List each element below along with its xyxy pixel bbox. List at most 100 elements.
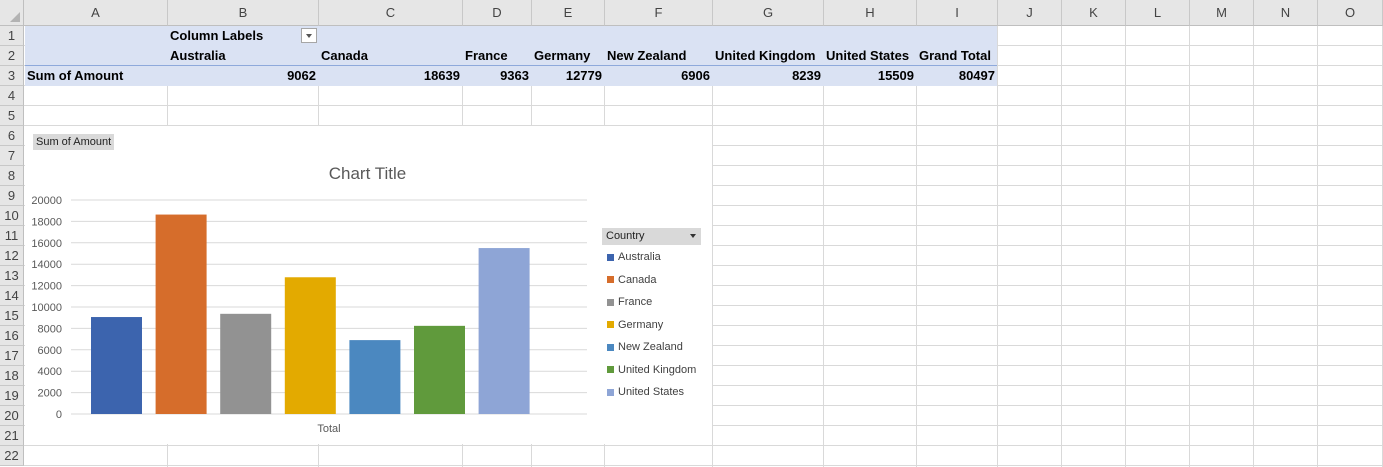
- pivot-value-united-kingdom[interactable]: 8239: [792, 68, 821, 83]
- y-tick-label: 10000: [31, 302, 62, 314]
- pivot-header-canada: Canada: [321, 48, 368, 63]
- pivot-value-new-zealand[interactable]: 6906: [681, 68, 710, 83]
- row-header-11[interactable]: 11: [0, 226, 24, 246]
- column-header-d[interactable]: D: [463, 0, 532, 26]
- row-header-8[interactable]: 8: [0, 166, 24, 186]
- pivot-value-australia[interactable]: 9062: [287, 68, 316, 83]
- pivot-value-united-states[interactable]: 15509: [877, 68, 914, 83]
- column-header-n[interactable]: N: [1254, 0, 1318, 26]
- column-header-e[interactable]: E: [532, 0, 605, 26]
- bar-new-zealand[interactable]: [349, 340, 401, 414]
- plot-area[interactable]: 0 2000 4000 6000 8000 10000 12000 14000 16000 180…: [25, 126, 600, 444]
- legend-swatch: [607, 321, 614, 328]
- row-header-7[interactable]: 7: [0, 146, 24, 166]
- row-header-17[interactable]: 17: [0, 346, 24, 366]
- legend-item-canada[interactable]: Canada: [607, 273, 657, 287]
- row-gridline: [24, 105, 1383, 106]
- legend-swatch: [607, 366, 614, 373]
- pivot-chart[interactable]: Sum of Amount Chart Title 0 2000 4000 6000 8…: [25, 126, 712, 444]
- chart-title[interactable]: Chart Title: [328, 164, 407, 183]
- legend-swatch: [607, 388, 614, 396]
- legend-item-new-zealand[interactable]: New Zealand: [607, 340, 683, 354]
- row-header-3[interactable]: 3: [0, 66, 24, 86]
- pivot-table-fill: [25, 26, 997, 86]
- row-gridline: [24, 465, 1383, 466]
- row-header-18[interactable]: 18: [0, 366, 24, 386]
- legend-swatch: [607, 276, 614, 283]
- column-gridline: [1253, 26, 1254, 467]
- legend-swatch: [607, 253, 614, 261]
- row-header-16[interactable]: 16: [0, 326, 24, 346]
- legend-item-australia[interactable]: Australia: [607, 250, 661, 264]
- row-header-9[interactable]: 9: [0, 186, 24, 206]
- pivot-header-germany: Germany: [534, 48, 591, 63]
- pivot-header-united-kingdom: United Kingdom: [715, 48, 816, 63]
- row-header-1[interactable]: 1: [0, 26, 24, 46]
- row-header-2[interactable]: 2: [0, 46, 24, 66]
- row-header-4[interactable]: 4: [0, 86, 24, 106]
- row-header-10[interactable]: 10: [0, 206, 24, 226]
- y-tick-label: 18000: [31, 216, 62, 228]
- row-header-6[interactable]: 6: [0, 126, 24, 146]
- pivot-header-france: France: [465, 48, 508, 63]
- row-header-14[interactable]: 14: [0, 286, 24, 306]
- column-gridline: [1317, 26, 1318, 467]
- column-labels-filter-dropdown[interactable]: [301, 28, 317, 43]
- bar-canada[interactable]: [155, 214, 207, 414]
- y-tick-label: 6000: [38, 345, 62, 357]
- bar-australia[interactable]: [91, 317, 142, 414]
- row-header-15[interactable]: 15: [0, 306, 24, 326]
- legend-item-united-states[interactable]: United States: [607, 385, 684, 399]
- legend-item-france[interactable]: France: [607, 295, 652, 309]
- row-header-13[interactable]: 13: [0, 266, 24, 286]
- x-category-label: Total: [317, 423, 340, 435]
- y-tick-label: 14000: [31, 259, 62, 271]
- column-header-k[interactable]: K: [1062, 0, 1126, 26]
- column-gridline: [1125, 26, 1126, 467]
- y-tick-label: 0: [56, 409, 62, 421]
- column-gridline: [916, 26, 917, 467]
- y-tick-label: 12000: [31, 281, 62, 293]
- row-header-20[interactable]: 20: [0, 406, 24, 426]
- row-header-19[interactable]: 19: [0, 386, 24, 406]
- country-legend-filter[interactable]: Country: [602, 228, 701, 245]
- column-header-c[interactable]: C: [319, 0, 463, 26]
- pivot-header-grand-total: Grand Total: [919, 48, 991, 63]
- legend-title: Country: [606, 230, 645, 242]
- pivot-header-united-states: United States: [826, 48, 910, 63]
- column-header-g[interactable]: G: [713, 0, 824, 26]
- bar-france[interactable]: [220, 313, 272, 414]
- column-header-o[interactable]: O: [1318, 0, 1383, 26]
- column-header-l[interactable]: L: [1126, 0, 1190, 26]
- column-header-i[interactable]: I: [917, 0, 998, 26]
- legend-item-united-kingdom[interactable]: United Kingdom: [607, 363, 696, 377]
- row-header-5[interactable]: 5: [0, 106, 24, 126]
- column-header-j[interactable]: J: [998, 0, 1062, 26]
- pivot-value-france[interactable]: 9363: [500, 68, 529, 83]
- column-header-b[interactable]: B: [168, 0, 319, 26]
- pivot-header-border: [25, 65, 997, 66]
- legend-dropdown-arrow-icon: [690, 234, 696, 238]
- bar-germany[interactable]: [284, 277, 336, 414]
- bar-united-kingdom[interactable]: [414, 325, 465, 414]
- legend-label: Australia: [618, 251, 661, 263]
- legend-swatch: [607, 298, 614, 306]
- column-header-f[interactable]: F: [605, 0, 713, 26]
- y-tick-label: 20000: [31, 195, 62, 207]
- sum-of-amount-field-button[interactable]: Sum of Amount: [33, 134, 115, 150]
- pivot-value-germany[interactable]: 12779: [565, 68, 602, 83]
- legend-item-germany[interactable]: Germany: [607, 318, 663, 332]
- column-header-m[interactable]: M: [1190, 0, 1254, 26]
- pivot-value-grand-total[interactable]: 80497: [958, 68, 995, 83]
- row-header-21[interactable]: 21: [0, 426, 24, 446]
- select-all-corner[interactable]: [0, 0, 24, 26]
- column-header-h[interactable]: H: [824, 0, 917, 26]
- pivot-header-australia: Australia: [170, 48, 226, 63]
- column-gridline: [823, 26, 824, 467]
- row-header-12[interactable]: 12: [0, 246, 24, 266]
- legend-label: France: [618, 296, 653, 308]
- row-header-22[interactable]: 22: [0, 446, 24, 466]
- pivot-value-canada[interactable]: 18639: [423, 68, 460, 83]
- bar-united-states[interactable]: [478, 248, 530, 414]
- column-header-a[interactable]: A: [24, 0, 168, 26]
